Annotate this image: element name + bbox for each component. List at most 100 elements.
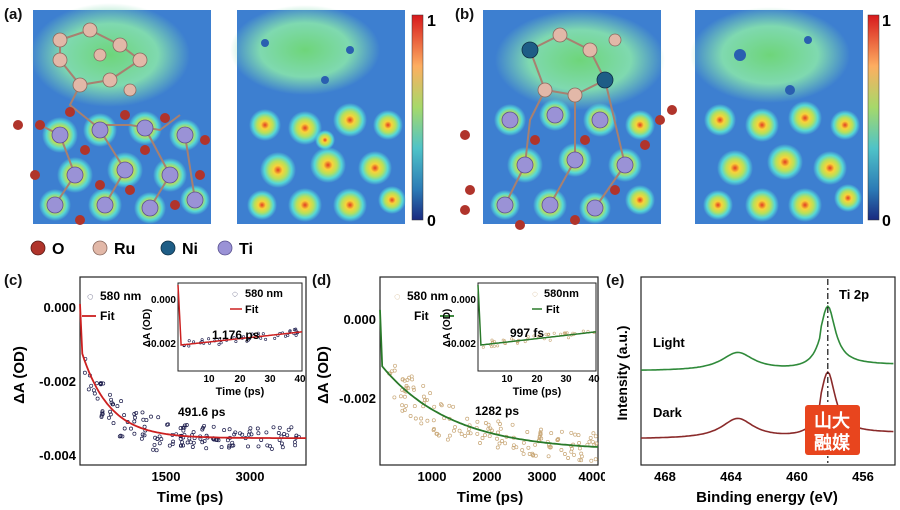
chart-point xyxy=(579,451,584,456)
chart-point xyxy=(409,374,414,379)
chart-point xyxy=(411,385,416,390)
chart-point xyxy=(466,427,471,432)
chart-d-fit-line xyxy=(379,309,599,448)
chart-c-points xyxy=(82,356,301,453)
chart-point xyxy=(486,426,491,431)
chart-point xyxy=(459,432,464,437)
chart-point xyxy=(559,448,564,452)
chart-point xyxy=(89,383,94,388)
chart-point xyxy=(157,441,162,446)
chart-inset-point xyxy=(565,331,569,335)
heatmap-a-structure xyxy=(13,3,211,225)
chart-point xyxy=(139,436,144,441)
chart-point xyxy=(101,381,106,386)
chart-d-inset-xtick-0: 10 xyxy=(501,374,513,385)
chart-point xyxy=(202,423,207,428)
chart-point xyxy=(122,413,127,418)
chart-point xyxy=(265,443,270,448)
chart-point xyxy=(249,432,254,437)
chart-inset-point xyxy=(496,344,500,348)
chart-point xyxy=(577,441,582,445)
colorbar-b-min: 0 xyxy=(882,213,891,230)
chart-point xyxy=(577,446,582,451)
chart-d-inset-frame xyxy=(477,282,597,372)
chart-point xyxy=(419,416,424,421)
heatmap-b-density xyxy=(690,7,863,224)
chart-point xyxy=(157,434,162,439)
chart-point xyxy=(95,396,100,401)
chart-inset-point xyxy=(501,338,505,342)
chart-point xyxy=(421,394,426,399)
chart-d-xlabel: Time (ps) xyxy=(457,489,523,506)
chart-inset-point xyxy=(288,329,292,333)
chart-inset-point xyxy=(548,338,552,342)
chart-point xyxy=(463,433,467,438)
chart-point xyxy=(400,377,405,382)
chart-point xyxy=(465,416,470,421)
chart-inset-point xyxy=(294,327,298,331)
chart-point xyxy=(457,428,462,433)
chart-point xyxy=(402,394,407,399)
chart-point xyxy=(255,426,260,431)
chart-point xyxy=(468,431,473,436)
chart-point xyxy=(559,429,564,434)
chart-point xyxy=(537,434,542,439)
chart-c-frame xyxy=(79,276,307,466)
chart-point xyxy=(181,425,185,430)
chart-d-inset-annotation: 997 fs xyxy=(510,326,544,340)
chart-point xyxy=(402,408,407,413)
chart-point xyxy=(276,431,281,435)
chart-d-legend-fit: Fit xyxy=(414,309,429,323)
chart-point xyxy=(475,419,480,424)
chart-e-light-line xyxy=(640,304,894,371)
chart-point xyxy=(227,443,232,448)
chart-point xyxy=(132,431,137,436)
chart-point xyxy=(413,416,418,421)
chart-point xyxy=(546,454,551,459)
chart-point xyxy=(495,445,500,450)
chart-c-inset-xtick-1: 20 xyxy=(234,374,246,385)
chart-e-frame xyxy=(640,276,896,466)
chart-point xyxy=(421,383,426,388)
chart-point xyxy=(475,431,480,436)
chart-point xyxy=(111,421,116,426)
panel-label-e: (e) xyxy=(606,272,625,289)
chart-inset-point xyxy=(532,334,536,338)
chart-point xyxy=(521,440,526,445)
chart-point xyxy=(227,427,232,432)
chart-inset-point xyxy=(207,337,211,341)
chart-point xyxy=(289,425,294,430)
chart-point xyxy=(178,436,183,441)
chart-point xyxy=(466,430,471,435)
chart-point xyxy=(453,425,457,430)
chart-point xyxy=(539,427,543,432)
chart-point xyxy=(495,436,499,441)
chart-point xyxy=(271,425,276,430)
chart-point xyxy=(487,434,492,439)
chart-point xyxy=(233,430,238,435)
atom-legend-ni-label: Ni xyxy=(182,241,198,258)
chart-point xyxy=(400,408,405,413)
chart-inset-point xyxy=(566,336,570,340)
chart-point xyxy=(393,363,397,368)
chart-d-ylabel: ΔA (OD) xyxy=(315,346,332,404)
chart-point xyxy=(483,433,487,438)
chart-inset-point xyxy=(294,333,298,337)
chart-point xyxy=(404,385,409,390)
chart-point xyxy=(132,412,137,416)
chart-inset-point xyxy=(261,332,265,336)
chart-point xyxy=(292,440,297,445)
chart-point xyxy=(280,445,285,450)
chart-point xyxy=(404,384,409,388)
chart-point xyxy=(432,427,436,431)
chart-point xyxy=(432,404,437,409)
chart-d-legend-marker: ◌ xyxy=(394,291,401,303)
chart-point xyxy=(521,451,526,456)
chart-d-inset-legend-marker: ◌ xyxy=(532,289,538,300)
chart-point xyxy=(478,441,482,445)
chart-c-legend-fit: Fit xyxy=(100,309,115,323)
chart-e-xtick-2: 460 xyxy=(786,469,808,484)
chart-d-ytick-0: 0.000 xyxy=(343,312,376,327)
chart-inset-point xyxy=(564,331,568,335)
chart-c-inset-xtick-3: 40 xyxy=(294,374,306,385)
